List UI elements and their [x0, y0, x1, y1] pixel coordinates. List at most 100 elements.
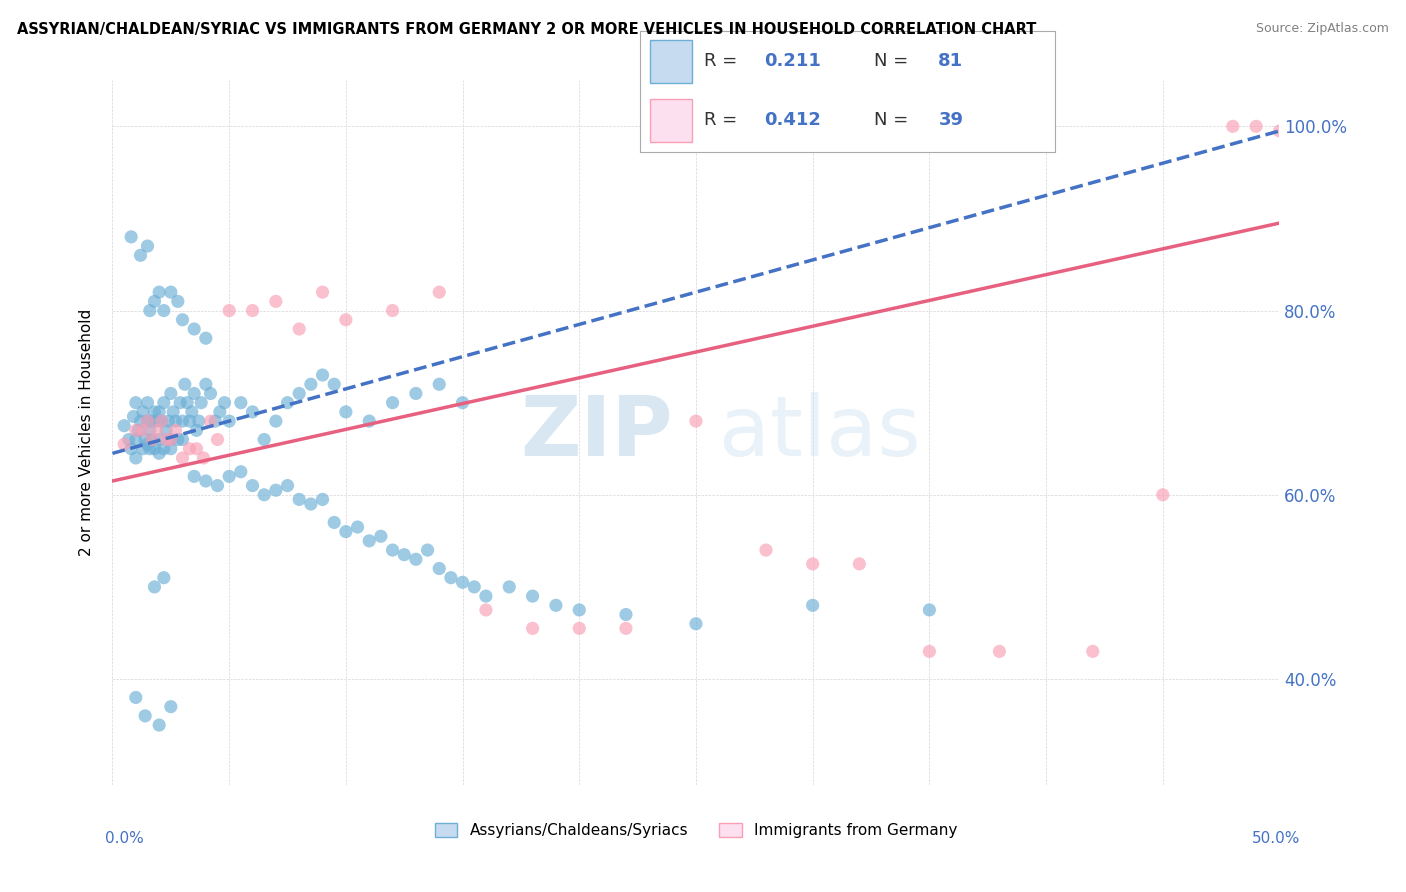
Point — [153, 442, 176, 456]
Point — [335, 312, 357, 326]
Point — [323, 516, 346, 530]
Point — [394, 548, 416, 562]
Point — [614, 621, 637, 635]
Point — [112, 437, 135, 451]
Point — [204, 414, 226, 428]
Point — [136, 437, 159, 451]
Point — [160, 433, 183, 447]
Point — [475, 589, 498, 603]
Point — [335, 405, 357, 419]
Point — [160, 433, 183, 447]
Point — [475, 603, 498, 617]
Point — [176, 395, 198, 409]
Point — [155, 423, 177, 437]
Point — [153, 571, 176, 585]
Point — [988, 644, 1011, 658]
Point — [522, 621, 544, 635]
Point — [172, 433, 194, 447]
Point — [146, 414, 169, 428]
Point — [173, 377, 195, 392]
Y-axis label: 2 or more Vehicles in Household: 2 or more Vehicles in Household — [79, 309, 94, 557]
Point — [335, 524, 357, 539]
Point — [136, 414, 159, 428]
Point — [416, 543, 439, 558]
Point — [120, 442, 142, 456]
Point — [132, 423, 155, 437]
Point — [127, 423, 149, 437]
Point — [848, 557, 870, 571]
Point — [125, 450, 148, 465]
Point — [194, 377, 217, 392]
Point — [122, 409, 145, 424]
Point — [172, 312, 194, 326]
Point — [148, 718, 170, 732]
Point — [179, 442, 201, 456]
Point — [120, 230, 142, 244]
Point — [129, 248, 152, 262]
Point — [148, 405, 170, 419]
Point — [451, 575, 474, 590]
Point — [568, 603, 591, 617]
Point — [183, 386, 205, 401]
Point — [146, 423, 169, 437]
Point — [207, 433, 229, 447]
Point — [253, 488, 276, 502]
Point — [141, 414, 163, 428]
Point — [288, 386, 311, 401]
Point — [139, 303, 162, 318]
Point — [160, 442, 183, 456]
Point — [155, 433, 177, 447]
Point — [242, 478, 264, 492]
Point — [160, 285, 183, 300]
Point — [755, 543, 778, 558]
Point — [685, 414, 707, 428]
Point — [1222, 120, 1244, 134]
Point — [299, 377, 322, 392]
Point — [143, 580, 166, 594]
Legend: Assyrians/Chaldeans/Syriacs, Immigrants from Germany: Assyrians/Chaldeans/Syriacs, Immigrants … — [429, 817, 963, 844]
Point — [253, 433, 276, 447]
Text: R =: R = — [704, 53, 742, 70]
Point — [346, 520, 368, 534]
Point — [288, 322, 311, 336]
Point — [568, 621, 591, 635]
Point — [614, 607, 637, 622]
Text: 0.412: 0.412 — [765, 112, 821, 129]
Point — [311, 285, 333, 300]
Point — [918, 603, 941, 617]
Point — [112, 418, 135, 433]
Point — [522, 589, 544, 603]
Point — [427, 561, 450, 575]
Point — [186, 442, 208, 456]
Point — [200, 386, 222, 401]
Point — [143, 442, 166, 456]
Point — [166, 433, 188, 447]
Point — [150, 414, 173, 428]
Point — [1081, 644, 1104, 658]
Text: N =: N = — [875, 112, 914, 129]
Point — [405, 552, 427, 566]
Point — [218, 414, 240, 428]
Point — [288, 492, 311, 507]
Point — [242, 405, 264, 419]
Point — [179, 414, 201, 428]
Point — [141, 433, 163, 447]
Point — [194, 331, 217, 345]
Point — [136, 414, 159, 428]
Point — [311, 368, 333, 382]
Point — [125, 433, 148, 447]
Point — [125, 690, 148, 705]
Point — [162, 405, 184, 419]
Point — [299, 497, 322, 511]
Point — [214, 395, 236, 409]
Point — [276, 478, 298, 492]
Text: 39: 39 — [938, 112, 963, 129]
Point — [157, 414, 180, 428]
Point — [463, 580, 485, 594]
Point — [150, 414, 173, 428]
Point — [153, 303, 176, 318]
Point — [427, 285, 450, 300]
Point — [218, 303, 240, 318]
Point — [125, 395, 148, 409]
Point — [172, 414, 194, 428]
